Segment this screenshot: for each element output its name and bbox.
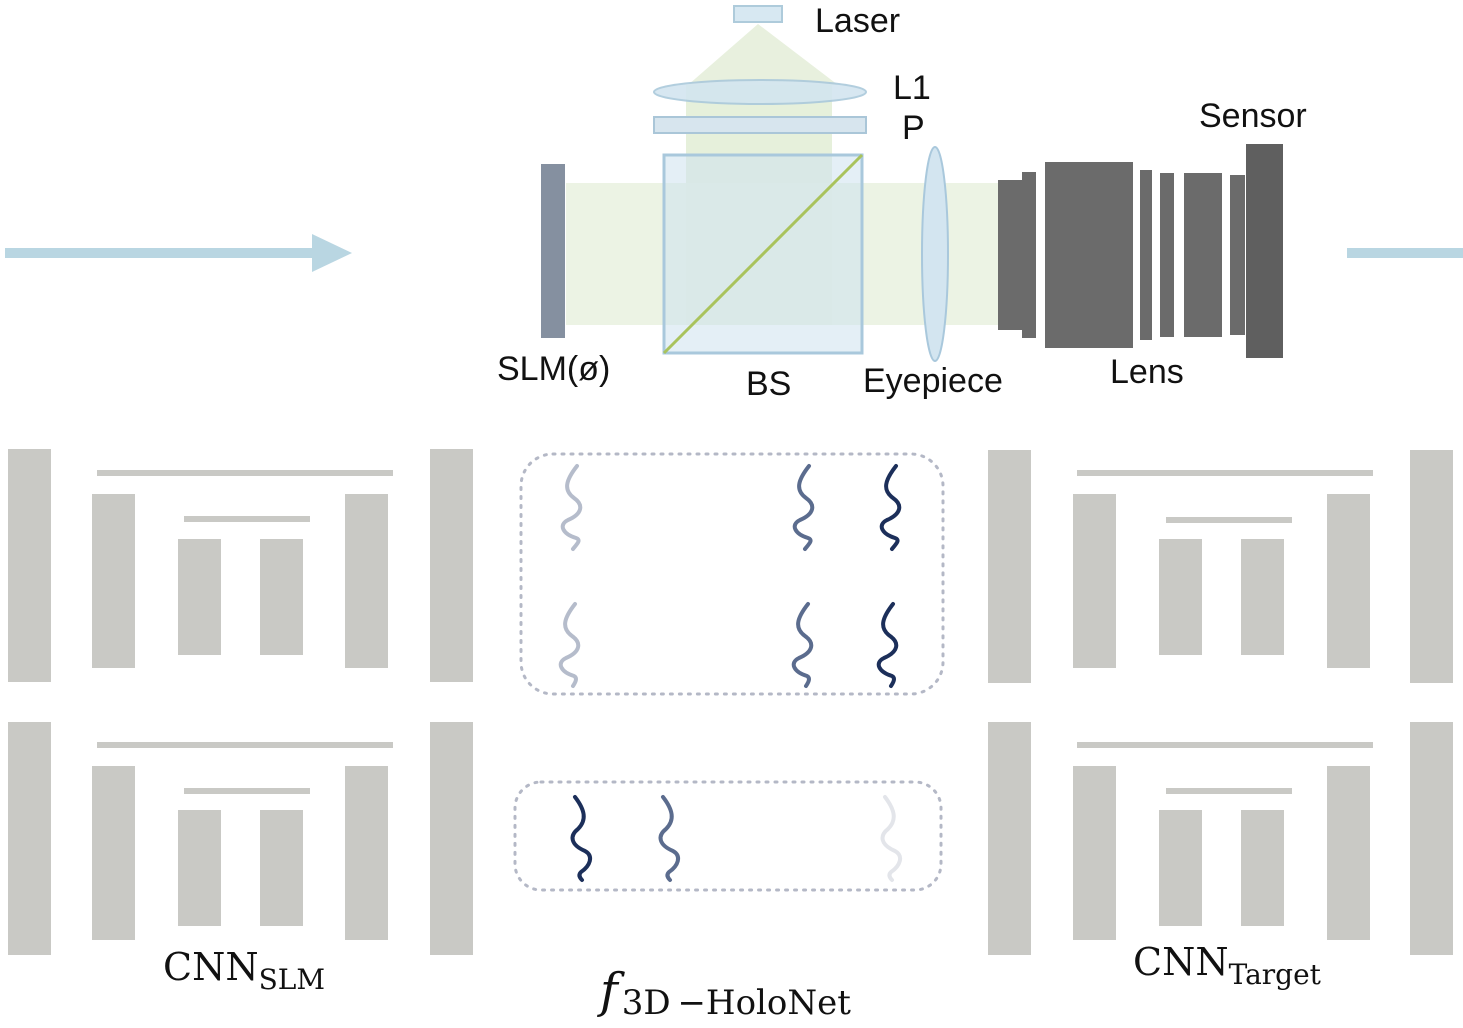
wave-bottom-dark [570,795,593,882]
laser-label: Laser [815,2,900,40]
cnn-target-main: CNN [1133,940,1229,984]
sensor-label: Sensor [1199,97,1307,135]
cnn-slm-sub: SLM [259,963,325,996]
optical-setup [541,5,1283,362]
eyepiece-lens [921,146,949,362]
wave-top-dark-2 [876,602,899,688]
wave-bottom-faint [880,795,903,882]
polarizer [653,116,867,134]
laser-source [733,5,783,23]
lens-label: Lens [1110,353,1184,391]
camera-lens [998,162,1245,348]
wave-top-mid-1 [792,464,815,551]
input-arrow [5,234,352,272]
holonet-model-label: f 3D −HoloNet [597,963,851,1023]
propagation-box-bottom [513,780,943,892]
unet-left-top [8,449,473,682]
beamsplitter-diagonal [662,153,864,355]
laser-beam-cone [688,24,838,85]
slm-panel [541,164,565,338]
l1-label: L1 [893,69,931,107]
wave-top-light-1 [560,464,583,551]
cnn-slm-main: CNN [163,945,259,989]
l1-lens [653,79,867,105]
slm-label: SLM(ø) [497,350,610,388]
unet-right-bottom [988,722,1453,955]
sensor [1246,144,1283,358]
unet-left-bottom [8,722,473,955]
wave-top-light-2 [558,602,581,688]
cnn-slm-label: CNNSLM [163,945,325,996]
eyepiece-label: Eyepiece [863,362,1003,400]
wave-top-mid-2 [791,602,814,688]
output-arrow [1347,248,1463,258]
unet-right-top [988,450,1453,683]
polarizer-label: P [902,109,925,147]
propagation-box-top [519,452,945,696]
model-sub: 3D −HoloNet [622,983,852,1023]
wave-top-dark-1 [879,464,902,551]
cnn-target-sub: Target [1229,958,1322,991]
cnn-target-label: CNNTarget [1133,940,1322,991]
beamsplitter-label: BS [746,365,791,403]
wave-bottom-mid [658,795,681,882]
